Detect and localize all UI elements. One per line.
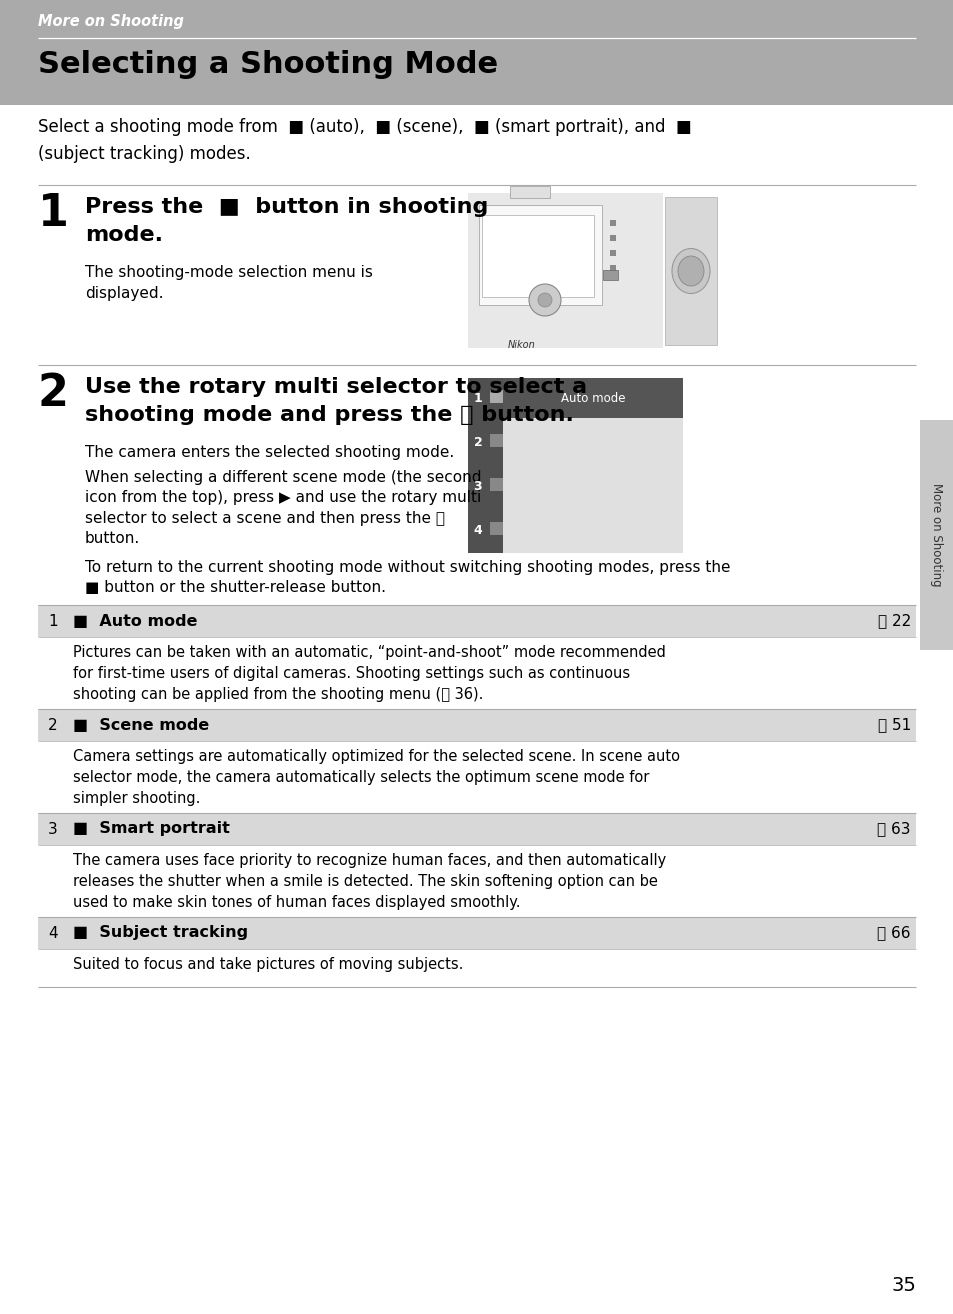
Bar bbox=[664, 197, 717, 346]
Text: The camera enters the selected shooting mode.: The camera enters the selected shooting … bbox=[85, 445, 454, 460]
Bar bbox=[38, 741, 915, 813]
Bar bbox=[38, 710, 915, 741]
Bar bbox=[609, 265, 616, 271]
Bar bbox=[490, 522, 502, 535]
Bar bbox=[609, 219, 616, 226]
Text: ■  Smart portrait: ■ Smart portrait bbox=[73, 821, 230, 837]
Bar bbox=[490, 478, 502, 491]
Text: Pictures can be taken with an automatic, “point-and-shoot” mode recommended
for : Pictures can be taken with an automatic,… bbox=[73, 645, 665, 702]
Text: Select a shooting mode from  ■ (auto),  ■ (scene),  ■ (smart portrait), and  ■: Select a shooting mode from ■ (auto), ■ … bbox=[38, 118, 691, 137]
Bar bbox=[38, 813, 915, 845]
Text: More on Shooting: More on Shooting bbox=[929, 484, 943, 587]
Ellipse shape bbox=[537, 293, 552, 307]
Text: When selecting a different scene mode (the second
icon from the top), press ▶ an: When selecting a different scene mode (t… bbox=[85, 470, 481, 547]
Text: ■  Auto mode: ■ Auto mode bbox=[73, 614, 197, 628]
Bar bbox=[490, 434, 502, 447]
Text: The camera uses face priority to recognize human faces, and then automatically
r: The camera uses face priority to recogni… bbox=[73, 853, 665, 911]
Bar bbox=[478, 205, 601, 305]
Text: 3: 3 bbox=[474, 480, 482, 493]
Text: 2: 2 bbox=[473, 435, 482, 448]
Text: 1: 1 bbox=[38, 192, 69, 235]
Bar bbox=[490, 390, 502, 403]
Ellipse shape bbox=[529, 284, 560, 315]
Text: 2: 2 bbox=[48, 717, 57, 732]
Bar bbox=[38, 917, 915, 949]
Text: Auto mode: Auto mode bbox=[560, 392, 624, 405]
Text: Camera settings are automatically optimized for the selected scene. In scene aut: Camera settings are automatically optimi… bbox=[73, 749, 679, 805]
Text: 2: 2 bbox=[38, 372, 69, 415]
Ellipse shape bbox=[671, 248, 709, 293]
Text: ⧉ 22: ⧉ 22 bbox=[877, 614, 910, 628]
Bar bbox=[38, 637, 915, 710]
Bar bbox=[502, 378, 682, 418]
Bar bbox=[38, 845, 915, 917]
Text: To return to the current shooting mode without switching shooting modes, press t: To return to the current shooting mode w… bbox=[85, 560, 730, 595]
Text: Selecting a Shooting Mode: Selecting a Shooting Mode bbox=[38, 50, 497, 79]
Text: ■  Subject tracking: ■ Subject tracking bbox=[73, 925, 248, 941]
Text: ⧉ 66: ⧉ 66 bbox=[877, 925, 910, 941]
Text: 3: 3 bbox=[48, 821, 58, 837]
Text: 4: 4 bbox=[48, 925, 57, 941]
Text: ■  Scene mode: ■ Scene mode bbox=[73, 717, 209, 732]
Text: More on Shooting: More on Shooting bbox=[38, 14, 184, 29]
Text: ⧉ 51: ⧉ 51 bbox=[877, 717, 910, 732]
Ellipse shape bbox=[678, 256, 703, 286]
Bar bbox=[609, 235, 616, 240]
Bar bbox=[38, 949, 915, 987]
Text: ⧉ 63: ⧉ 63 bbox=[877, 821, 910, 837]
Bar bbox=[468, 378, 502, 553]
Bar bbox=[0, 0, 953, 105]
Bar bbox=[481, 215, 594, 297]
Text: Use the rotary multi selector to select a
shooting mode and press the Ⓞ button.: Use the rotary multi selector to select … bbox=[85, 377, 586, 424]
Bar bbox=[38, 604, 915, 637]
Text: 1: 1 bbox=[48, 614, 57, 628]
Text: The shooting-mode selection menu is
displayed.: The shooting-mode selection menu is disp… bbox=[85, 265, 373, 301]
Bar bbox=[919, 420, 953, 650]
Bar bbox=[468, 193, 662, 348]
Text: 35: 35 bbox=[890, 1276, 915, 1296]
Bar bbox=[502, 378, 682, 553]
Text: Nikon: Nikon bbox=[508, 340, 536, 350]
Text: Press the  ■  button in shooting
mode.: Press the ■ button in shooting mode. bbox=[85, 197, 488, 244]
Bar bbox=[510, 187, 550, 198]
Text: 1: 1 bbox=[473, 392, 482, 405]
Bar bbox=[602, 269, 618, 280]
Text: Suited to focus and take pictures of moving subjects.: Suited to focus and take pictures of mov… bbox=[73, 957, 463, 972]
Bar bbox=[609, 250, 616, 256]
Text: (subject tracking) modes.: (subject tracking) modes. bbox=[38, 145, 251, 163]
Text: 4: 4 bbox=[473, 523, 482, 536]
